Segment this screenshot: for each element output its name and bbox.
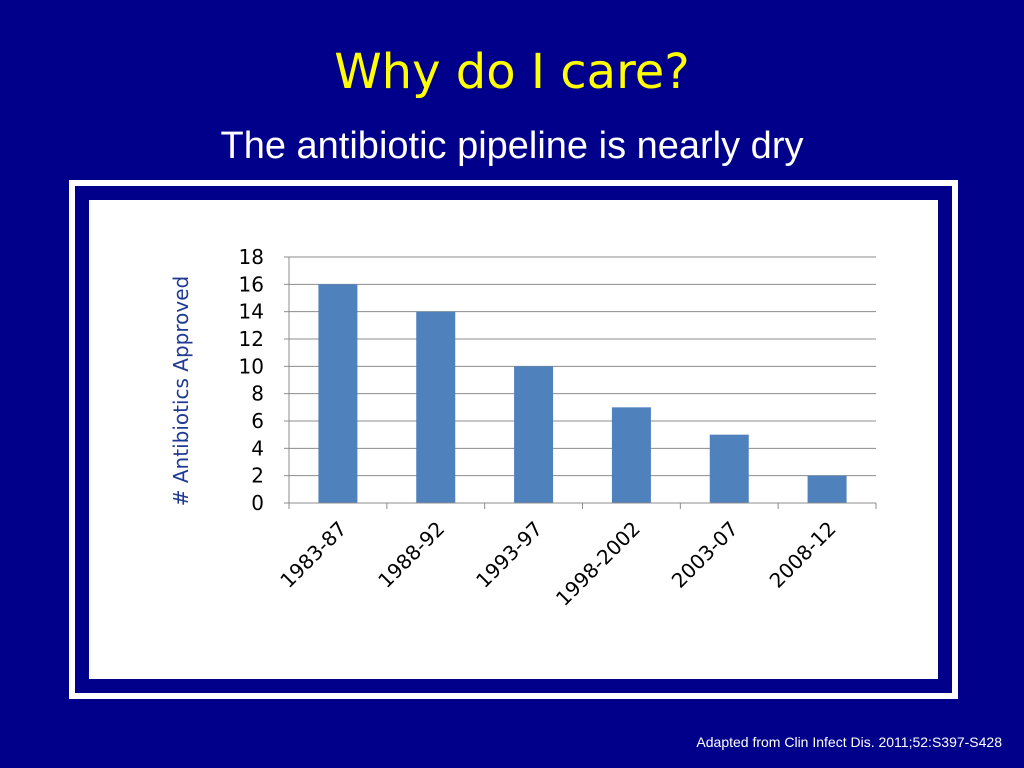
bar	[416, 311, 456, 503]
y-tick-label: 14	[239, 300, 264, 324]
y-tick-label: 6	[251, 409, 264, 433]
y-tick-label: 8	[251, 382, 264, 406]
x-tick-label: 2003-07	[667, 517, 743, 593]
chart-frame-border	[75, 186, 952, 693]
x-tick-label: 1998-2002	[551, 517, 645, 611]
x-tick-label: 1993-97	[471, 517, 547, 593]
y-axis-label: # Antibiotics Approved	[169, 276, 193, 506]
slide-title: Why do I care?	[334, 44, 690, 100]
x-tick-label: 2008-12	[765, 517, 841, 593]
bar	[807, 475, 847, 503]
x-tick-label: 1983-87	[275, 517, 351, 593]
y-tick-label: 4	[251, 436, 264, 460]
y-tick-label: 0	[251, 491, 264, 515]
slide-subtitle: The antibiotic pipeline is nearly dry	[220, 125, 804, 167]
gridlines	[289, 256, 876, 477]
y-tick-label: 18	[239, 245, 264, 269]
chart-frame	[69, 180, 958, 699]
bars	[318, 284, 847, 503]
citation: Adapted from Clin Infect Dis. 2011;52:S3…	[696, 734, 1002, 750]
y-tick-label: 10	[239, 354, 264, 378]
chart-panel	[89, 200, 938, 679]
bar	[611, 407, 651, 503]
bar	[709, 434, 749, 503]
y-tick-label: 2	[251, 464, 264, 488]
axes	[284, 256, 877, 509]
y-tick-label: 16	[239, 272, 264, 296]
x-tick-label: 1988-92	[373, 517, 449, 593]
bar	[318, 284, 358, 503]
bar	[514, 366, 554, 503]
y-tick-label: 12	[239, 327, 264, 351]
